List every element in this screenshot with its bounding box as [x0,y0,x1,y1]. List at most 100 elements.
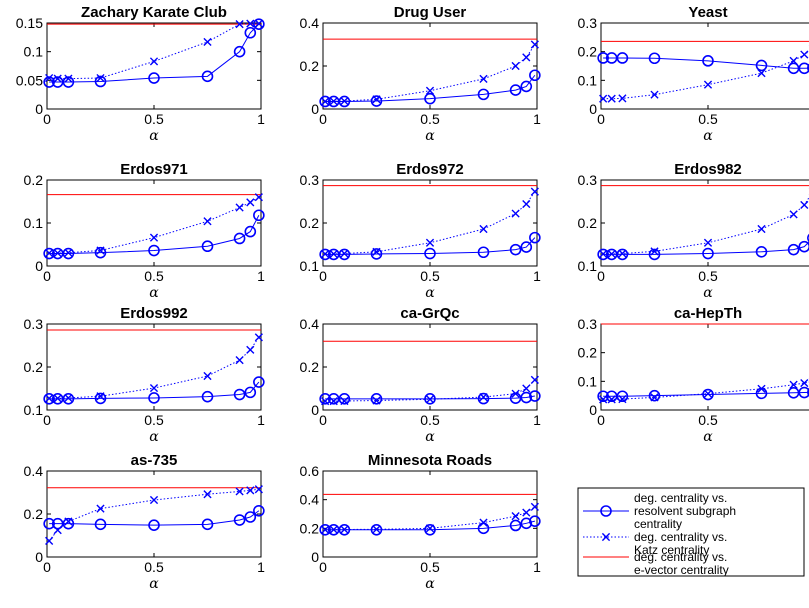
x-axis-label: α [425,576,435,592]
data-point-resolvent [424,92,436,105]
x-tick-label: 0 [319,559,327,575]
series-line-resolvent [49,510,260,526]
y-tick-label: 0 [311,549,319,565]
x-axis-label: α [703,128,713,144]
data-point-resolvent [338,95,351,108]
data-point-resolvent [520,241,533,253]
data-point-katz [789,380,798,389]
x-tick-label: 1 [533,412,541,428]
plot-area [43,18,265,88]
data-point-resolvent [148,392,160,404]
data-point-resolvent [338,523,351,536]
data-point-resolvent [477,392,490,405]
data-point-resolvent [62,247,75,260]
x-tick-label: 0 [597,268,605,284]
data-point-resolvent [201,70,214,83]
y-tick-label: 0.2 [300,58,320,74]
legend-box [577,487,805,577]
data-point-resolvent [509,243,522,256]
series-line-resolvent [325,237,536,255]
data-point-resolvent [201,390,214,403]
x-tick-label: 0 [597,412,605,428]
y-tick-label: 0.1 [24,215,44,231]
x-tick-label: 0 [597,111,605,127]
x-axis-label: α [149,128,159,144]
x-tick-label: 0.5 [144,412,164,428]
series-line-katz [49,196,260,254]
x-tick-label: 0 [319,412,327,428]
x-tick-label: 0 [319,111,327,127]
subplot-11: Minnesota Roads 0 0.5 1 0 0.2 0.4 0.6 α [300,452,542,592]
data-point-resolvent [338,248,351,261]
data-point-katz [757,224,766,234]
plot-area [319,340,541,406]
plot-area [319,185,541,261]
data-point-resolvent [94,392,107,405]
plot-area [319,493,541,536]
y-tick-label: 0.3 [24,316,44,332]
data-point-katz [425,86,435,95]
data-point-resolvent [244,386,257,399]
data-point-resolvent [616,248,629,261]
series-line-katz [49,337,260,399]
data-point-katz [53,74,62,83]
data-point-resolvent [798,240,809,253]
data-point-resolvent [253,504,265,517]
y-tick-label: 0.05 [16,72,43,88]
data-point-resolvent [62,76,75,88]
data-point-resolvent [597,52,609,64]
data-point-katz [246,19,255,28]
data-point-katz [149,57,159,66]
data-point-resolvent [424,393,436,405]
data-point-resolvent [94,246,107,259]
data-point-resolvent [43,76,55,88]
subplot-title: Drug User [394,4,467,21]
data-point-katz [425,238,435,247]
data-point-katz [703,389,713,398]
series-line-resolvent [603,57,809,69]
data-point-resolvent [648,52,661,65]
plot-frame [46,470,262,558]
y-tick-label: 0.1 [578,72,598,88]
data-point-katz [64,248,73,257]
data-point-resolvent [148,244,160,257]
x-tick-label: 1 [533,111,541,127]
y-tick-label: 0.3 [578,316,598,332]
x-tick-label: 0.5 [698,268,718,284]
data-point-resolvent [201,518,214,531]
x-tick-label: 0.5 [420,412,440,428]
x-tick-label: 1 [257,268,265,284]
x-tick-label: 0.5 [420,111,440,127]
series-line-resolvent [603,391,809,397]
subplot-title: Zachary Karate Club [81,4,227,21]
x-tick-label: 0.5 [698,412,718,428]
data-point-resolvent [148,72,160,84]
subplot-title: ca-HepTh [674,305,742,322]
x-axis-label: α [149,576,159,592]
data-point-resolvent [319,523,331,536]
data-point-resolvent [807,63,809,73]
data-point-katz [254,333,263,342]
data-point-resolvent [62,393,75,405]
data-point-resolvent [244,225,257,238]
y-tick-label: 0.4 [300,15,320,31]
data-point-resolvent [43,247,55,260]
data-point-katz [800,378,809,388]
data-point-resolvent [253,209,265,222]
legend-label: e-vector centrality [634,563,729,577]
plot-area [597,185,809,261]
data-point-katz [479,74,488,83]
legend-marker-x [601,532,611,542]
subplot-title: Erdos971 [120,161,188,178]
y-tick-label: 0.2 [24,359,44,375]
data-point-katz [254,193,263,202]
data-point-katz [522,199,531,209]
data-point-katz [203,490,212,499]
x-tick-label: 0.5 [698,111,718,127]
data-point-resolvent [338,393,351,405]
y-tick-label: 0 [35,258,43,274]
legend-marker-circle [600,505,612,517]
